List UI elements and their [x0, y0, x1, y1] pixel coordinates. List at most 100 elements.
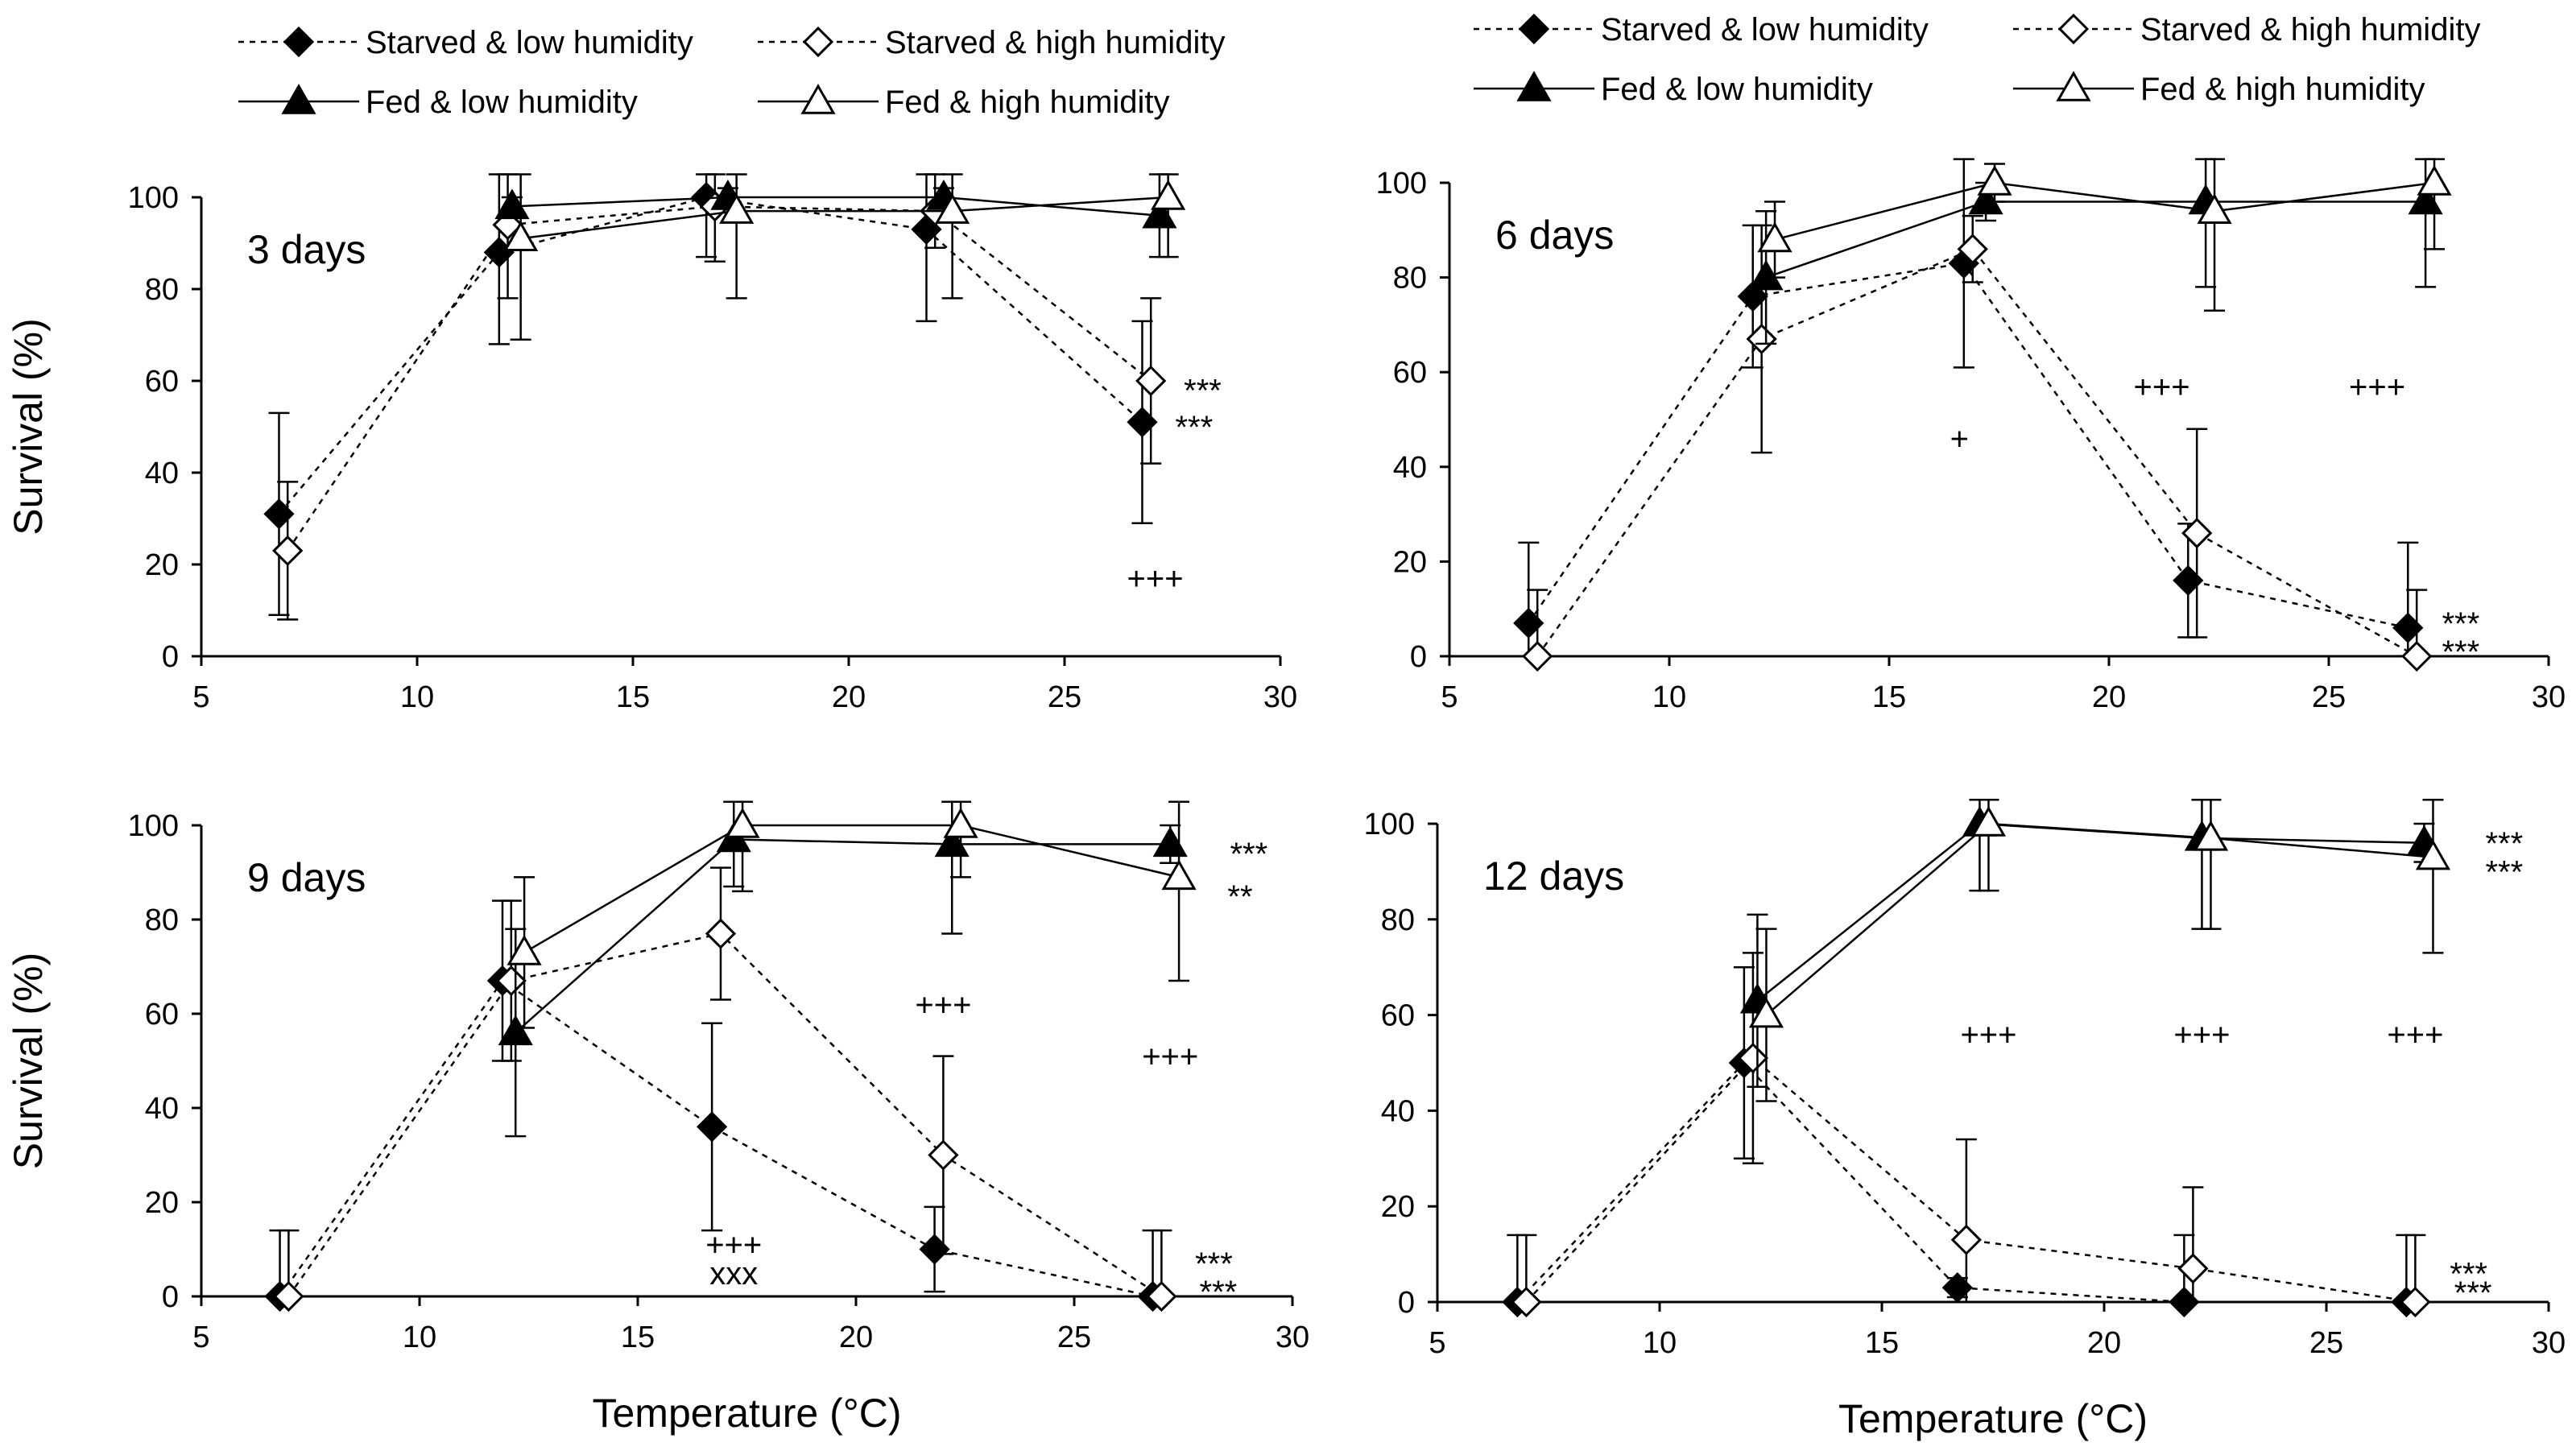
legend-label: Starved & high humidity [2140, 12, 2480, 48]
data-point [1950, 1224, 1983, 1255]
series-line [1756, 822, 2425, 1002]
annotation: *** [2442, 606, 2479, 642]
y-tick-label: 20 [145, 1186, 179, 1220]
y-tick-label: 0 [1410, 640, 1427, 674]
y-tick-label: 40 [1393, 451, 1427, 485]
annotation: *** [1195, 1246, 1233, 1282]
series-line [515, 838, 1171, 1034]
annotation: +++ [2387, 1017, 2443, 1052]
x-tick-label: 15 [1865, 1326, 1899, 1360]
y-tick-label: 100 [1376, 167, 1427, 200]
annotation: +++ [1960, 1017, 2016, 1052]
x-tick-label: 20 [2092, 680, 2126, 714]
y-tick-label: 80 [1393, 262, 1427, 296]
legend-marker [800, 83, 836, 114]
series-line [520, 196, 1168, 240]
x-tick-label: 5 [1441, 680, 1458, 714]
annotation: +++ [2349, 370, 2405, 405]
data-point [273, 1280, 304, 1312]
data-point [498, 1015, 533, 1046]
annotation: *** [2485, 854, 2523, 890]
annotation: *** [2442, 634, 2479, 670]
annotation: ** [1227, 879, 1252, 915]
annotation: +++ [1127, 561, 1184, 597]
annotation: xxx [709, 1256, 758, 1292]
legend-marker [802, 26, 834, 58]
x-tick-label: 15 [621, 1321, 655, 1354]
annotation: *** [2454, 1275, 2492, 1311]
legend-label: Fed & high humidity [2140, 72, 2425, 107]
annotation: *** [1184, 373, 1222, 408]
chart-panel-4: 0 20 40 60 80 100 5 10 15 20 25 30 Temperature (°C) 1… [1364, 799, 2566, 1441]
y-tick-label: 40 [145, 457, 179, 490]
legend-marker [2057, 13, 2090, 45]
chart-panel-1: 0 20 40 60 80 100 5 10 15 20 25 30 Survival (%) 3 day… [6, 173, 1297, 714]
y-tick-label: 40 [145, 1092, 179, 1126]
series-line [1765, 200, 2426, 279]
series-SH [1511, 952, 2431, 1318]
annotation: +++ [1142, 1040, 1198, 1075]
data-point [2197, 193, 2232, 225]
panel-label: 9 days [247, 855, 366, 900]
y-axis-title: Survival (%) [6, 318, 51, 535]
data-point [1746, 323, 1777, 355]
series-FH [1748, 799, 2451, 1102]
annotation: *** [1175, 410, 1213, 445]
x-tick-label: 5 [192, 680, 209, 714]
legend-label: Fed & low humidity [366, 85, 638, 120]
x-tick-label: 25 [2312, 680, 2346, 714]
data-point [2181, 517, 2213, 549]
legend-item-SL: Starved & low humidity [238, 25, 693, 60]
data-point [1135, 365, 1167, 397]
data-point [1161, 859, 1197, 891]
data-point [1146, 1280, 1177, 1312]
series-line [287, 205, 1152, 552]
chart-panel-3: 0 20 40 60 80 100 5 10 15 20 25 30 Survival (%) Tempe… [6, 800, 1309, 1436]
series-FL [494, 173, 1177, 258]
series-SL [1513, 158, 2424, 656]
y-tick-label: 60 [1393, 356, 1427, 390]
x-tick-label: 20 [2087, 1326, 2121, 1360]
series-line [1536, 247, 2417, 658]
y-tick-label: 100 [128, 809, 179, 843]
data-point [2193, 820, 2229, 851]
data-point [1957, 234, 1988, 265]
annotation: *** [1200, 1275, 1238, 1310]
data-point [1757, 221, 1792, 253]
x-tick-label: 20 [832, 680, 866, 714]
panel-label: 3 days [247, 227, 366, 272]
annotation: *** [2485, 826, 2523, 862]
y-tick-label: 80 [1381, 903, 1415, 937]
x-tick-label: 30 [2532, 680, 2566, 714]
x-tick-label: 30 [1263, 680, 1297, 714]
y-tick-label: 0 [162, 1280, 179, 1314]
legend-item-FL: Fed & low humidity [238, 83, 638, 120]
y-tick-label: 20 [1393, 545, 1427, 579]
y-tick-label: 60 [1381, 999, 1415, 1033]
y-tick-label: 40 [1381, 1094, 1415, 1128]
data-point [495, 965, 527, 997]
series-line [279, 979, 1153, 1298]
panel-label: 12 days [1483, 854, 1624, 899]
data-point [1977, 164, 2012, 196]
data-point [1152, 826, 1188, 858]
x-tick-label: 25 [1057, 1321, 1091, 1354]
data-point [697, 1111, 728, 1143]
series-SH [272, 173, 1167, 621]
y-tick-label: 0 [1398, 1286, 1415, 1320]
x-tick-label: 25 [2309, 1326, 2343, 1360]
y-tick-label: 80 [145, 903, 179, 937]
y-tick-label: 0 [162, 640, 179, 674]
annotation: +++ [2173, 1017, 2230, 1052]
series-SH [1522, 214, 2433, 672]
data-point [1748, 997, 1784, 1028]
series-line [1516, 1061, 2407, 1304]
x-tick-label: 10 [400, 680, 434, 714]
data-point [2417, 164, 2452, 196]
data-point [1522, 640, 1553, 672]
series-line [511, 196, 1160, 217]
legend-item-SL: Starved & low humidity [1474, 12, 1929, 48]
legend-label: Fed & high humidity [885, 85, 1170, 120]
y-tick-label: 100 [1364, 808, 1415, 841]
x-tick-label: 10 [1652, 680, 1686, 714]
